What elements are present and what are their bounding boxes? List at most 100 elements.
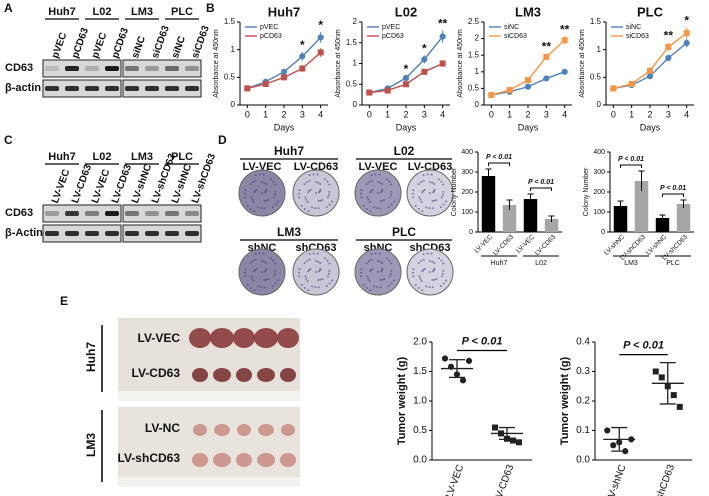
colony-dot [274, 183, 277, 186]
x-tick-label: 3 [666, 109, 671, 119]
colony-dot [314, 207, 317, 210]
point [317, 34, 324, 41]
y-tick-label: 2.0 [413, 337, 427, 348]
colony-dot [273, 272, 276, 275]
x-axis-label: Days [274, 122, 295, 132]
colony-dot [314, 286, 317, 289]
colony-dot [257, 206, 260, 209]
point [384, 87, 391, 94]
blot-band [45, 86, 59, 91]
blot-band [185, 231, 199, 236]
colony-dot [377, 260, 380, 263]
blot-frame [122, 59, 202, 78]
colony-dot [378, 252, 381, 255]
y-tick-label: 0.5 [224, 72, 236, 81]
colony-dot [244, 275, 247, 278]
colony-dot [419, 277, 422, 280]
colony-dot [263, 260, 266, 263]
x-tick-label: LV-CD63 [534, 233, 558, 257]
x-tick-label: 1 [629, 109, 634, 119]
y-axis-label: Tumor weight (g) [396, 356, 408, 445]
colony-dot [390, 203, 393, 206]
colony-dot [312, 173, 315, 176]
colony-dot [251, 198, 254, 201]
bar [655, 218, 670, 232]
point [561, 68, 568, 75]
colony-dot [307, 191, 310, 194]
x-tick-label: 2 [281, 109, 286, 119]
colony-dot [317, 286, 320, 289]
colony-dot [274, 262, 277, 265]
colony-dot [393, 279, 396, 282]
colony-dot [412, 189, 415, 192]
colony-dot [254, 179, 257, 182]
y-axis-label: Absorbance at 450nm [335, 29, 342, 98]
colony-dot [244, 189, 247, 192]
blot-group-label: Huh7 [48, 151, 76, 163]
significance-bracket [488, 162, 510, 166]
colony-dot [422, 189, 425, 192]
tumor [189, 328, 211, 348]
colony-dot [249, 207, 252, 210]
colony-dot [274, 269, 277, 272]
blot-group-label: L02 [93, 6, 112, 18]
colony-dot [442, 183, 445, 186]
y-tick-label: 2 [353, 17, 358, 26]
colony-dot [431, 260, 434, 263]
colony-dot [388, 259, 391, 262]
colony-dot [426, 173, 429, 176]
tumor [213, 453, 231, 467]
colony-dot [439, 284, 442, 287]
point [280, 68, 288, 75]
blot-band [165, 66, 179, 71]
series-line [613, 32, 688, 90]
colony-dot [368, 200, 371, 203]
bar [523, 199, 538, 232]
bar [502, 205, 517, 232]
tumor-row-label: LV-NC [145, 421, 180, 435]
colony-dot [311, 206, 314, 209]
y-tick-label: 0 [475, 100, 480, 109]
bar [481, 176, 496, 232]
colony-dot [298, 189, 301, 192]
colony-dot [277, 200, 280, 203]
colony-dot [422, 174, 425, 177]
colony-dot [263, 286, 266, 289]
y-tick-label: 0.4 [576, 337, 590, 348]
tumor [281, 424, 295, 436]
point [604, 427, 611, 434]
x-axis-label: Days [518, 122, 539, 132]
colony-dot [326, 259, 329, 262]
colony-dot [437, 257, 440, 260]
colony-dot [273, 193, 276, 196]
colony-dot [431, 181, 434, 184]
lane-label: siCD63 [150, 24, 172, 60]
blot-band [85, 66, 99, 71]
blot-frame [42, 79, 122, 98]
colony-dot [381, 278, 384, 281]
x-tick-label: 4 [440, 109, 445, 119]
point [441, 355, 449, 362]
colony-dot [260, 286, 263, 289]
colony-dot [315, 260, 318, 263]
point [492, 424, 498, 431]
colony-dot [359, 192, 362, 195]
colony-dot [317, 260, 320, 263]
x-tick-label: 0 [489, 109, 494, 119]
point [683, 39, 690, 47]
y-tick-label: 300 [593, 169, 605, 176]
colony-dot [265, 188, 268, 191]
y-tick-label: 0.5 [590, 72, 602, 81]
colony-dot [421, 289, 424, 292]
colony-dot [370, 268, 373, 271]
blot-band [125, 211, 139, 216]
colony-dot [430, 252, 433, 255]
colony-dot [428, 286, 431, 289]
colony-dot [360, 275, 363, 278]
colony-dot [411, 271, 414, 274]
tumor [213, 368, 231, 382]
colony-dot [414, 204, 417, 207]
point [262, 80, 269, 87]
y-tick-label: 0.5 [346, 79, 358, 88]
